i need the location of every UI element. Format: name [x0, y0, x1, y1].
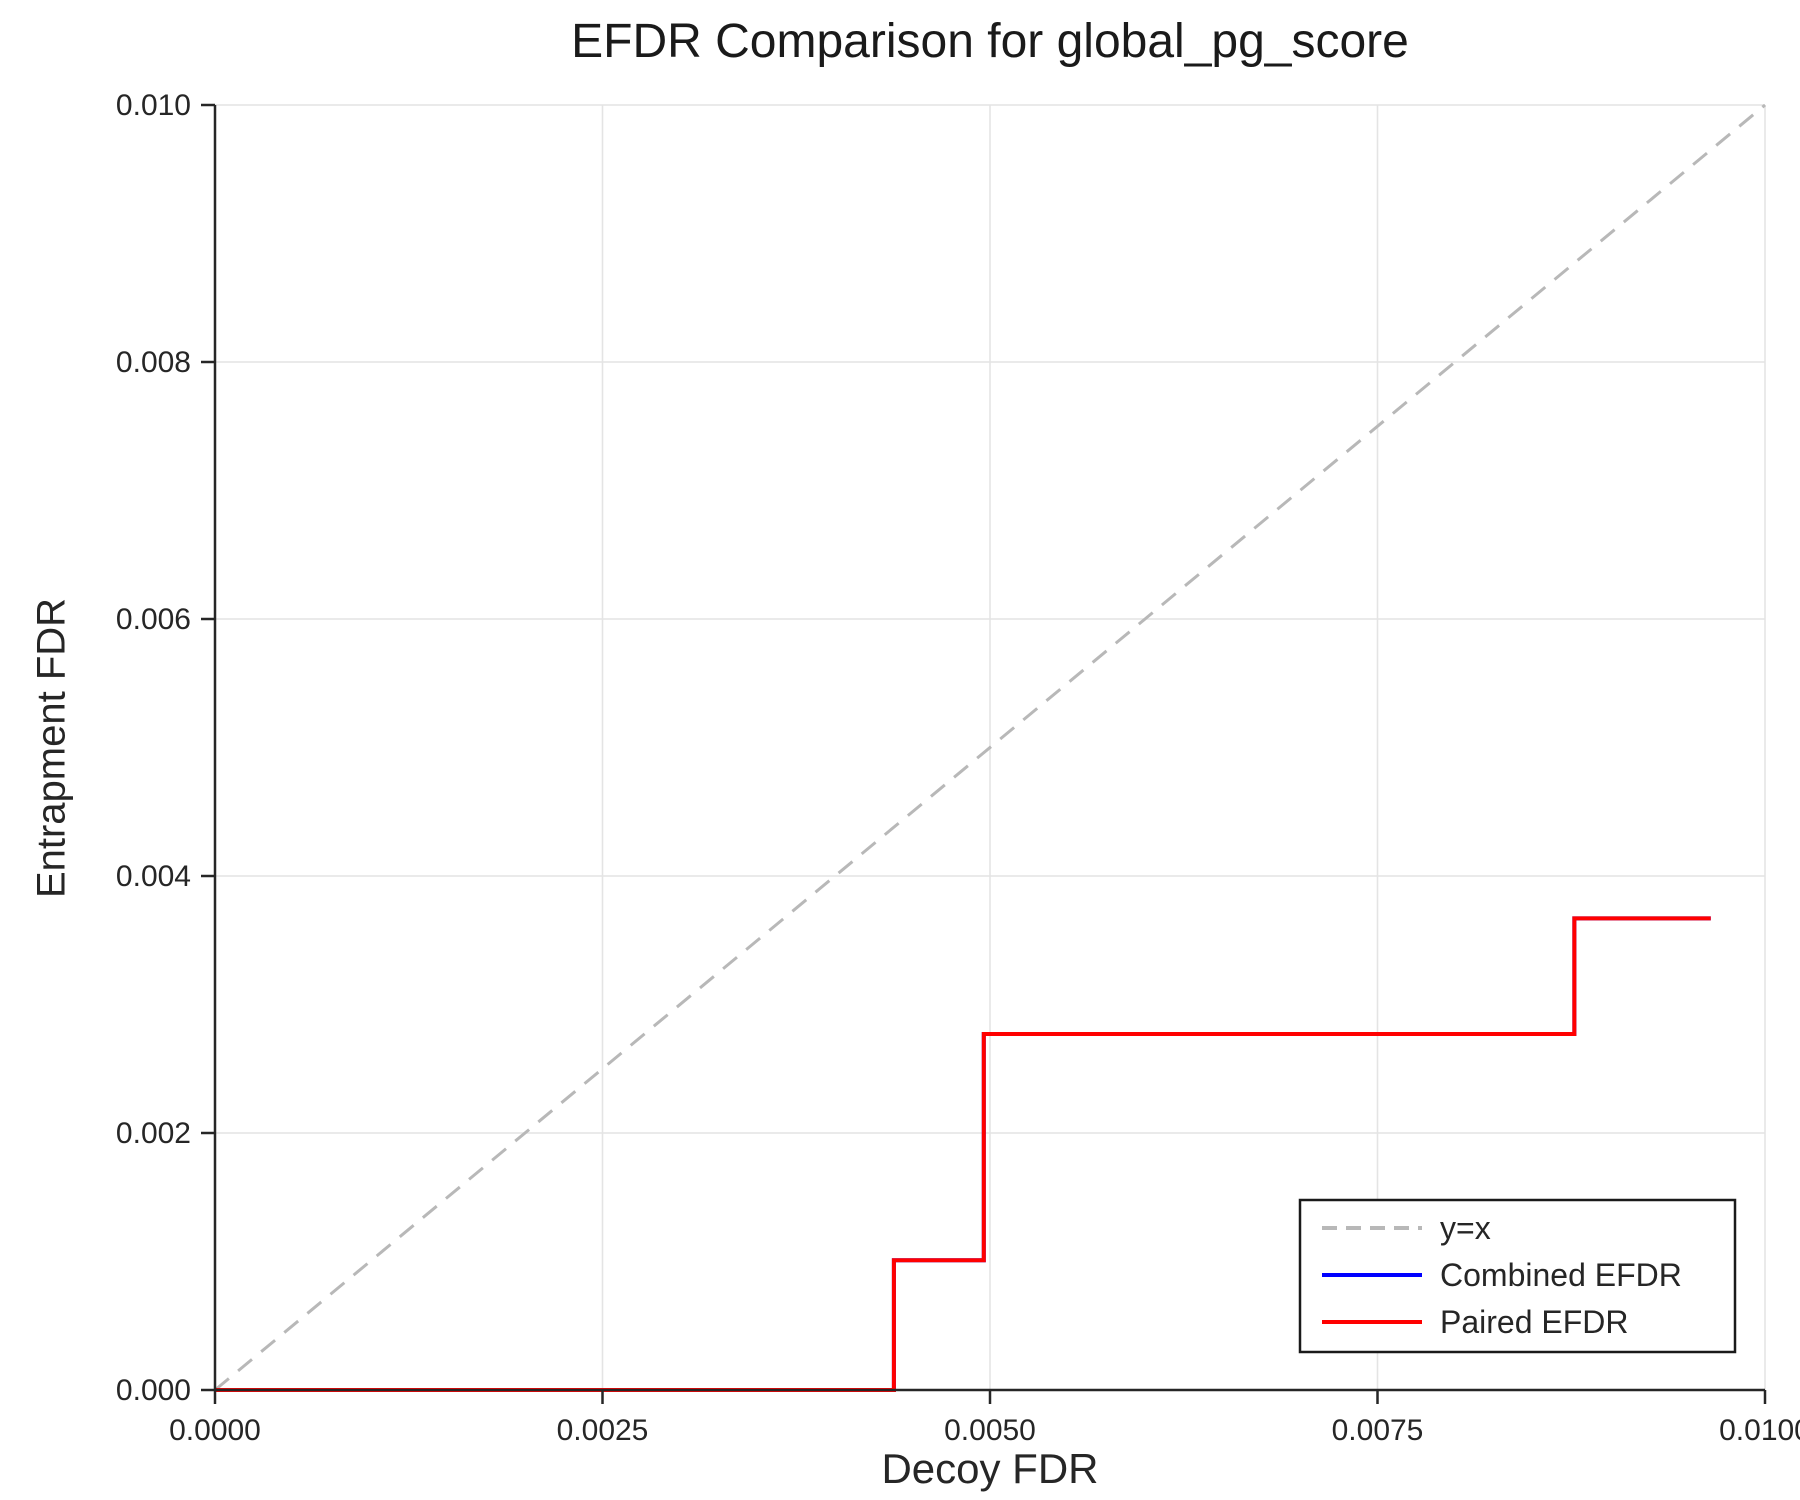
x-tick-label: 0.0075 [1332, 1414, 1424, 1447]
x-tick-label: 0.0050 [944, 1414, 1036, 1447]
y-tick-label: 0.002 [116, 1117, 191, 1150]
legend-label: Combined EFDR [1440, 1257, 1682, 1293]
y-tick-label: 0.006 [116, 603, 191, 636]
y-tick-label: 0.008 [116, 346, 191, 379]
legend-label: Paired EFDR [1440, 1304, 1629, 1340]
x-tick-label: 0.0025 [557, 1414, 649, 1447]
series-line-paired-efdr [215, 916, 1711, 1392]
legend-label: y=x [1440, 1210, 1491, 1246]
chart-title: EFDR Comparison for global_pg_score [571, 15, 1409, 68]
y-tick-label: 0.000 [116, 1374, 191, 1407]
y-tick-label: 0.010 [116, 89, 191, 122]
reference-line-y-equals-x [214, 103, 1766, 1392]
y-axis-label: Entrapment FDR [29, 597, 74, 899]
y-tick-label: 0.004 [116, 860, 191, 893]
x-tick-label: 0.0000 [169, 1414, 261, 1447]
x-axis-label: Decoy FDR [881, 1445, 1099, 1492]
